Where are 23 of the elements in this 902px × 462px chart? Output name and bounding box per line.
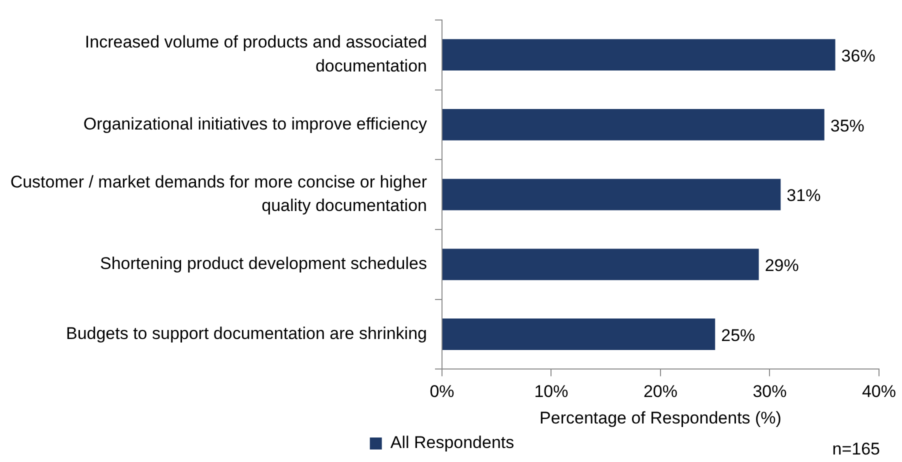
x-tick-label: 40% <box>862 382 896 402</box>
x-tick-label: 0% <box>430 382 454 402</box>
data-label: 35% <box>830 116 864 136</box>
bar <box>442 178 781 210</box>
bar <box>442 108 824 140</box>
y-tick-label: Shortening product development schedules <box>100 254 427 274</box>
y-tick-label: Budgets to support documentation are shrinking <box>66 324 427 343</box>
data-label: 25% <box>721 326 756 345</box>
x-tick-label: 10% <box>534 382 568 402</box>
bar <box>442 39 836 71</box>
data-label: 29% <box>764 256 799 276</box>
text: n=165 <box>832 440 880 459</box>
legend-label: All Respondents <box>390 433 514 452</box>
bar <box>442 248 759 280</box>
x-tick-label: 20% <box>643 382 678 402</box>
x-axis-title: Percentage of Respondents (%) <box>540 408 782 428</box>
data-label: 31% <box>786 186 821 206</box>
y-tick-label: Increased volume of products and associated documentation <box>84 32 427 76</box>
y-tick-label: Organizational initiatives to improve efficiency <box>83 114 428 134</box>
x-tick-label: 30% <box>752 382 787 402</box>
y-tick-label: Customer / market demands for more concise or higher quality documentation <box>10 172 428 216</box>
bar <box>442 318 716 350</box>
data-label: 36% <box>841 46 876 66</box>
